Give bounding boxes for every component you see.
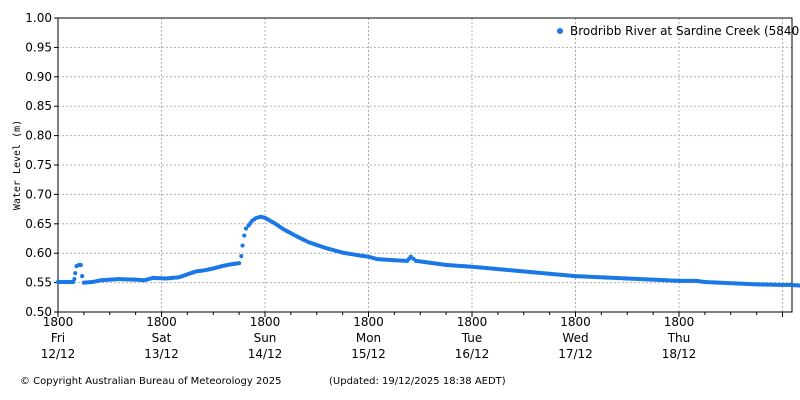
x-tick-date: 14/12 <box>248 347 283 361</box>
x-tick-date: 18/12 <box>662 347 697 361</box>
x-axis-ticks: 1800 Fri 12/12 1800 Sat 13/12 1800 Sun 14/12 1800… <box>41 312 783 361</box>
x-tick-date: 16/12 <box>455 347 490 361</box>
x-tick-time: 1800 <box>664 315 695 329</box>
x-tick-day: Thu <box>667 331 691 345</box>
y-axis-label: Water Level (m) <box>12 120 23 210</box>
updated-text: (Updated: 19/12/2025 18:38 AEDT) <box>329 376 506 387</box>
x-tick-time: 1800 <box>457 315 488 329</box>
series-points <box>55 214 800 288</box>
x-tick-time: 1800 <box>250 315 281 329</box>
data-point <box>239 254 244 259</box>
y-tick-label: 0.50 <box>25 305 52 319</box>
x-tick-date: 15/12 <box>351 347 386 361</box>
copyright-text: © Copyright Australian Bureau of Meteoro… <box>20 376 281 387</box>
legend: Brodribb River at Sardine Creek (584027) <box>557 24 800 38</box>
y-tick-label: 0.70 <box>25 187 52 201</box>
legend-label: Brodribb River at Sardine Creek (584027) <box>570 24 800 38</box>
data-point <box>80 274 85 279</box>
x-tick-time: 1800 <box>560 315 591 329</box>
data-point <box>78 262 83 268</box>
y-tick-label: 0.80 <box>25 129 52 143</box>
grid-layer <box>58 18 792 312</box>
y-tick-label: 0.60 <box>25 246 52 260</box>
x-tick-day: Tue <box>461 331 483 345</box>
x-tick-day: Sat <box>152 331 172 345</box>
data-point <box>242 233 247 238</box>
x-tick-date: 12/12 <box>41 347 76 361</box>
y-tick-label: 1.00 <box>25 11 52 25</box>
y-axis-ticks: 1.00 0.95 0.90 0.85 0.80 0.75 0.70 0.65 0.60 0.55… <box>25 11 58 319</box>
y-tick-label: 0.75 <box>25 158 52 172</box>
y-tick-label: 0.85 <box>25 99 52 113</box>
data-point <box>797 283 800 288</box>
data-point <box>72 276 77 282</box>
data-point <box>73 271 78 276</box>
x-tick-day: Sun <box>254 331 277 345</box>
x-tick-time: 1800 <box>146 315 177 329</box>
x-tick-time: 1800 <box>43 315 74 329</box>
y-tick-label: 0.95 <box>25 40 52 54</box>
series-layer <box>55 214 800 288</box>
legend-marker <box>557 28 563 34</box>
x-tick-day: Fri <box>51 331 65 345</box>
y-tick-label: 0.55 <box>25 276 52 290</box>
x-tick-time: 1800 <box>353 315 384 329</box>
data-point <box>243 226 249 231</box>
data-point <box>237 261 242 266</box>
y-tick-label: 0.90 <box>25 70 52 84</box>
x-tick-day: Wed <box>562 331 588 345</box>
x-tick-date: 17/12 <box>558 347 593 361</box>
data-point <box>240 243 245 248</box>
y-tick-label: 0.65 <box>25 217 52 231</box>
x-tick-day: Mon <box>356 331 381 345</box>
plot-frame <box>57 17 793 313</box>
x-tick-date: 13/12 <box>144 347 179 361</box>
